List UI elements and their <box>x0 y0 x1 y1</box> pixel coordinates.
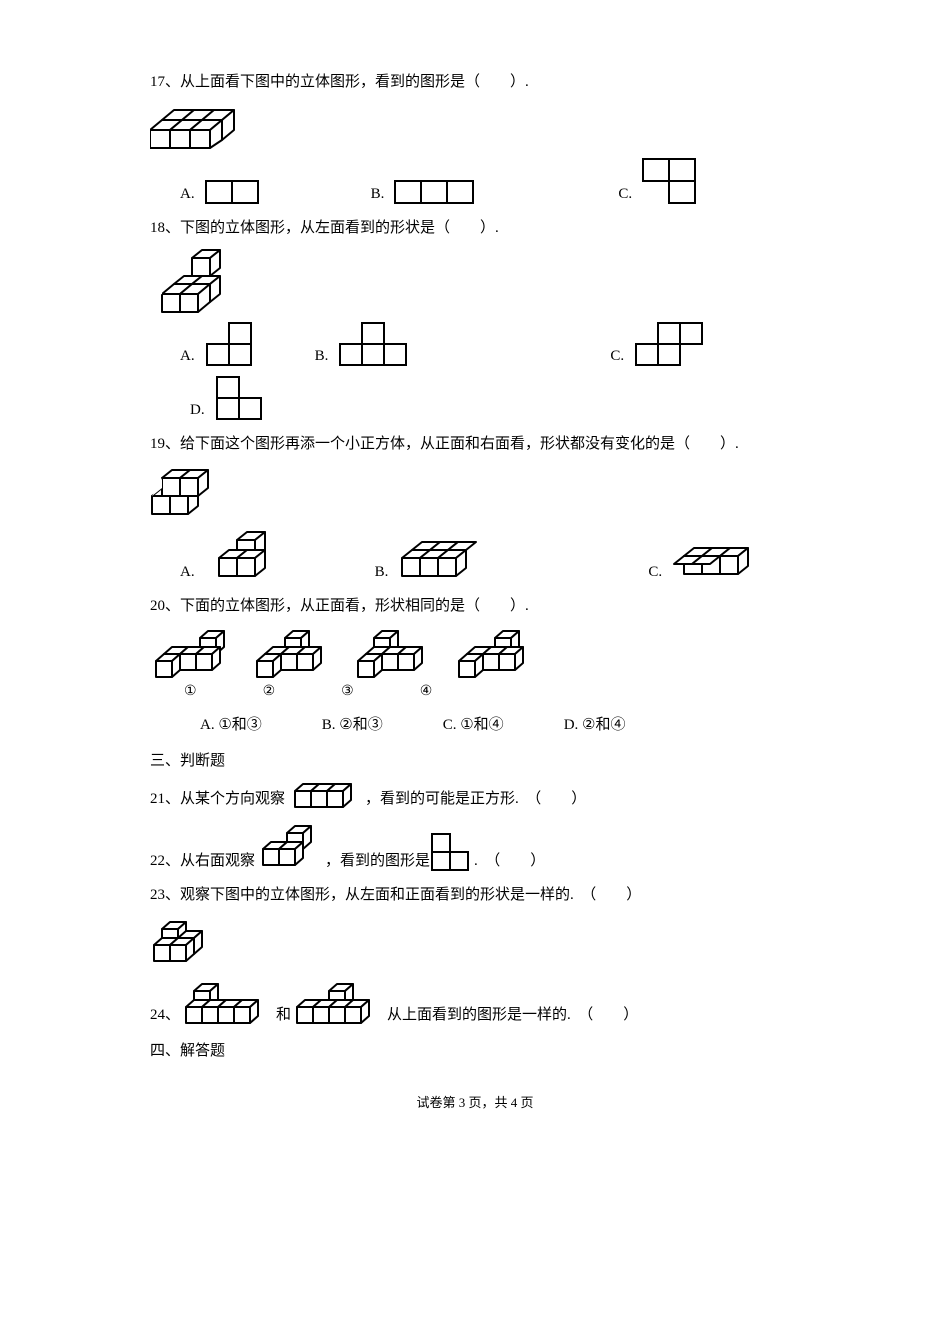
section-4-heading: 四、解答题 <box>150 1039 800 1063</box>
grid-2x2-minus-icon <box>642 158 698 206</box>
q17-option-a[interactable]: A. <box>180 180 261 206</box>
q18-text: 18、下图的立体图形，从左面看到的形状是（ ）. <box>150 216 800 240</box>
q24-figure2-icon <box>291 981 387 1027</box>
q20-fig4-icon <box>457 626 542 681</box>
q24-text-a: 24、 <box>150 1003 180 1027</box>
q24-figure1-icon <box>180 981 276 1027</box>
grid-3x1-icon <box>394 180 478 206</box>
question-17: 17、从上面看下图中的立体图形，看到的图形是（ ）. A. B. <box>150 70 800 206</box>
q19-text: 19、给下面这个图形再添一个小正方体，从正面和右面看，形状都没有变化的是（ ）. <box>150 432 800 456</box>
q18-option-b[interactable]: B. <box>315 322 411 368</box>
q23-figure-icon <box>150 915 220 971</box>
q22-figure-icon <box>255 821 325 873</box>
grid-2x1-icon <box>205 180 261 206</box>
q20-fig3-icon <box>356 626 441 681</box>
shape-d-icon <box>215 376 265 422</box>
q17-option-c[interactable]: C. <box>618 158 698 206</box>
q24-text-c: 从上面看到的图形是一样的. （ ） <box>387 1003 638 1027</box>
q20-option-a[interactable]: A. ①和③ <box>200 713 262 737</box>
q20-label-4: ④ <box>420 681 433 703</box>
shape-a-icon <box>205 322 255 368</box>
q20-fig1-icon <box>154 626 239 681</box>
q19-option-c[interactable]: C. <box>648 542 772 584</box>
q21-figure-icon <box>285 779 365 811</box>
option-label: A. <box>180 344 195 368</box>
q20-option-b[interactable]: B. ②和③ <box>322 713 383 737</box>
cubes-a-icon <box>205 528 285 584</box>
q22-text-a: 22、从右面观察 <box>150 849 255 873</box>
q22-text-c: . （ ） <box>474 849 545 873</box>
question-21: 21、从某个方向观察 ，看到的可能是正方形. （ ） <box>150 779 800 811</box>
option-label: C. <box>610 344 624 368</box>
page: 17、从上面看下图中的立体图形，看到的图形是（ ）. A. B. <box>0 0 950 1154</box>
q19-option-b[interactable]: B. <box>375 534 499 584</box>
q18-option-c[interactable]: C. <box>610 322 706 368</box>
q20-option-d[interactable]: D. ②和④ <box>564 713 626 737</box>
q17-option-b[interactable]: B. <box>371 180 479 206</box>
page-footer: 试卷第 3 页，共 4 页 <box>150 1093 800 1114</box>
q24-text-b: 和 <box>276 1003 291 1027</box>
q20-label-3: ③ <box>341 681 354 703</box>
question-19: 19、给下面这个图形再添一个小正方体，从正面和右面看，形状都没有变化的是（ ）.… <box>150 432 800 584</box>
q20-option-c[interactable]: C. ①和④ <box>443 713 504 737</box>
q19-option-a[interactable]: A. <box>180 528 285 584</box>
question-20: 20、下面的立体图形，从正面看，形状相同的是（ ）. <box>150 594 800 737</box>
shape-b-icon <box>338 322 410 368</box>
option-label: A. <box>180 182 195 206</box>
question-23: 23、观察下图中的立体图形，从左面和正面看到的形状是一样的. （ ） <box>150 883 800 971</box>
q20-fig2-icon <box>255 626 340 681</box>
q18-option-a[interactable]: A. <box>180 322 255 368</box>
question-18: 18、下图的立体图形，从左面看到的形状是（ ）. A. B. <box>150 216 800 422</box>
q20-text: 20、下面的立体图形，从正面看，形状相同的是（ ）. <box>150 594 800 618</box>
q23-text: 23、观察下图中的立体图形，从左面和正面看到的形状是一样的. （ ） <box>150 883 800 907</box>
option-label: C. <box>648 560 662 584</box>
cubes-b-icon <box>398 534 498 584</box>
q21-text-a: 21、从某个方向观察 <box>150 787 285 811</box>
option-label: D. <box>190 398 205 422</box>
q20-label-2: ② <box>263 681 276 703</box>
section-3-heading: 三、判断题 <box>150 749 800 773</box>
q22-text-b: ，看到的图形是 <box>325 849 430 873</box>
q18-figure-icon <box>150 248 245 316</box>
q21-text-b: ，看到的可能是正方形. （ ） <box>365 787 586 811</box>
q17-figure-icon <box>150 102 260 152</box>
option-label: B. <box>315 344 329 368</box>
shape-c-icon <box>634 322 706 368</box>
option-label: A. <box>180 560 195 584</box>
option-label: B. <box>375 560 389 584</box>
q22-shape-icon <box>430 833 474 873</box>
question-24: 24、 和 从上面看到的图形是一样的. （ ） <box>150 981 800 1027</box>
option-label: B. <box>371 182 385 206</box>
cubes-c-icon <box>672 542 772 584</box>
q20-label-1: ① <box>184 681 197 703</box>
q17-text: 17、从上面看下图中的立体图形，看到的图形是（ ）. <box>150 70 800 94</box>
q19-figure-icon <box>150 464 240 522</box>
option-label: C. <box>618 182 632 206</box>
question-22: 22、从右面观察 ，看到的图形是 . （ ） <box>150 821 800 873</box>
q18-option-d[interactable]: D. <box>190 376 265 422</box>
